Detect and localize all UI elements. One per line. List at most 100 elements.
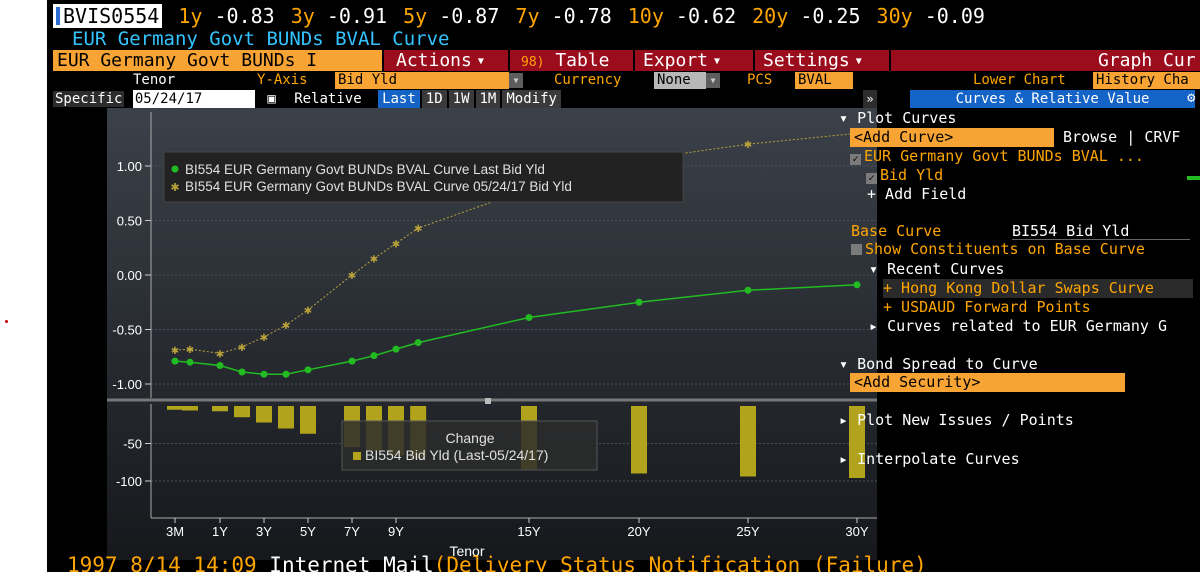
plot-new-issues-section[interactable]: ▸ Plot New Issues / Points <box>839 411 1074 430</box>
ticker-tenor-label[interactable]: 1y <box>178 4 215 28</box>
data-point <box>744 286 752 294</box>
calendar-icon[interactable]: ▣ <box>267 91 276 107</box>
ticker-tenor-label[interactable]: 20y <box>752 4 801 28</box>
yaxis-select[interactable]: Bid Yld ▼ <box>335 72 523 89</box>
bid-yld-field[interactable]: ✓ Bid Yld <box>866 166 943 185</box>
collapse-panel-icon[interactable]: » <box>863 90 877 108</box>
ticker-tenor-label[interactable]: 30y <box>876 4 925 28</box>
range-button-modify[interactable]: Modify <box>502 90 561 108</box>
data-point: ✱ <box>392 239 400 250</box>
y-tick-label: 1.00 <box>117 159 142 174</box>
table-shortcut-number: 98) <box>521 55 545 70</box>
ticker-tenor-label[interactable]: 10y <box>627 4 676 28</box>
collapse-arrow-icon: ▾ <box>869 260 879 278</box>
ticker-tenor-label[interactable]: 7y <box>515 4 552 28</box>
news-source: Internet Mail <box>256 553 434 572</box>
lower-legend-title: Change <box>445 430 494 446</box>
news-headline: (Delivery Status Notification (Failure) <box>433 553 927 572</box>
y-tick-label: -100 <box>116 474 142 489</box>
actions-menu[interactable]: Actions ▼ <box>396 50 484 71</box>
ticker-tenor-label[interactable]: 5y <box>403 4 440 28</box>
page-title: EUR Germany Govt BUNDs BVAL Curve <box>72 28 450 50</box>
graph-curves-menu[interactable]: Graph Cur <box>1098 50 1196 71</box>
series-last-curve <box>171 281 861 378</box>
x-tick-label: 20Y <box>627 524 650 539</box>
data-point <box>238 368 246 376</box>
recent-curves-section[interactable]: ▾ Recent Curves <box>869 260 1004 279</box>
add-field-link[interactable]: + Add Field <box>867 185 967 203</box>
data-point <box>186 358 194 366</box>
data-point <box>853 281 861 289</box>
recent-curve-item[interactable]: + Hong Kong Dollar Swaps Curve <box>883 279 1193 298</box>
recent-curve-item[interactable]: + USDAUD Forward Points <box>883 298 1091 316</box>
specific-date-value: 05/24/17 <box>134 91 203 107</box>
checkbox-checked-icon[interactable]: ✓ <box>866 173 877 184</box>
data-point <box>304 366 312 374</box>
interpolate-section[interactable]: ▸ Interpolate Curves <box>839 450 1020 469</box>
curve-entry[interactable]: ✓ EUR Germany Govt BUNDs BVAL ... <box>850 147 1144 166</box>
specific-label: Specific <box>53 91 125 107</box>
collapse-arrow-icon: ▾ <box>839 355 849 373</box>
table-menu[interactable]: 98) Table <box>521 50 610 71</box>
change-bar <box>740 406 756 477</box>
show-constituents-option[interactable]: Show Constituents on Base Curve <box>851 240 1145 259</box>
currency-select[interactable]: None ▼ <box>654 72 720 89</box>
dropdown-arrow-icon: ▼ <box>509 73 523 88</box>
security-ticker[interactable]: BVIS0554 <box>53 4 163 28</box>
data-point <box>171 357 179 365</box>
gear-icon[interactable]: ⚙ <box>1187 90 1196 106</box>
menu-bar: EUR Germany Govt BUNDs I Actions ▼ 98) Ta… <box>53 50 1200 71</box>
settings-menu[interactable]: Settings ▼ <box>763 50 862 71</box>
menu-divider <box>508 50 510 71</box>
browse-link[interactable]: Browse <box>1063 128 1118 146</box>
caret-down-icon: ▼ <box>855 56 862 67</box>
ticker-tenor-value: -0.62 <box>675 4 737 28</box>
range-button-1w[interactable]: 1W <box>448 90 474 108</box>
lower-legend[interactable]: Change BI554 Bid Yld (Last-05/24/17) <box>341 420 598 471</box>
checkbox-icon[interactable] <box>851 244 862 255</box>
range-button-1m[interactable]: 1M <box>475 90 501 108</box>
main-legend[interactable]: BI554 EUR Germany Govt BUNDs BVAL Curve … <box>163 151 684 203</box>
caret-down-icon: ▼ <box>477 56 484 67</box>
specific-date-input[interactable]: 05/24/17 <box>132 90 255 108</box>
plot-curves-section[interactable]: ▾ Plot Curves <box>839 109 956 128</box>
export-menu[interactable]: Export ▼ <box>643 50 720 71</box>
plot-new-issues-label: Plot New Issues / Points <box>857 411 1074 429</box>
change-bar <box>167 406 183 410</box>
related-curves-label: Curves related to EUR Germany G <box>887 317 1168 335</box>
tenor-list: 1y -0.83 3y -0.91 5y -0.87 7y -0.78 10y -0.6… <box>178 4 1001 28</box>
pcs-value: BVAL <box>795 72 853 89</box>
splitter-handle-icon[interactable] <box>485 398 491 404</box>
base-curve-select[interactable]: BI554 Bid Yld <box>1012 222 1182 241</box>
add-security-input[interactable]: <Add Security> <box>850 373 1125 392</box>
related-curves-section[interactable]: ▸ Curves related to EUR Germany G <box>869 317 1167 336</box>
crvf-link[interactable]: CRVF <box>1144 128 1181 146</box>
range-button-last[interactable]: Last <box>378 90 420 108</box>
range-button-1d[interactable]: 1D <box>421 90 447 108</box>
x-tick-label: 7Y <box>344 524 360 539</box>
x-tick-label: 5Y <box>300 524 316 539</box>
ticker-tenor-label[interactable]: 3y <box>290 4 327 28</box>
xaxis-value[interactable]: Tenor <box>133 72 176 88</box>
security-title-field[interactable]: EUR Germany Govt BUNDs I <box>53 50 382 71</box>
series-color-swatch[interactable] <box>1187 176 1200 180</box>
data-point <box>282 370 290 378</box>
ticker-bar: BVIS0554 1y -0.83 3y -0.91 5y -0.87 7y -0.7… <box>53 3 1001 29</box>
legend-item-last: BI554 EUR Germany Govt BUNDs BVAL Curve … <box>185 162 545 177</box>
lower-chart-select[interactable]: History Cha <box>1093 72 1200 89</box>
data-point: ✱ <box>348 271 356 282</box>
expand-arrow-icon: ▸ <box>839 411 849 429</box>
bond-spread-label: Bond Spread to Curve <box>857 355 1038 373</box>
add-curve-input[interactable]: <Add Curve> <box>850 128 1054 147</box>
bond-spread-section[interactable]: ▾ Bond Spread to Curve <box>839 355 1038 374</box>
pcs-field[interactable]: BVAL <box>795 72 853 89</box>
change-bar <box>300 406 316 434</box>
curves-relative-value-header[interactable]: Curves & Relative Value <box>910 90 1195 108</box>
news-ticker[interactable]: 1997 8/14 14:09 Internet Mail(Delivery S… <box>67 554 927 572</box>
yaxis-value: Bid Yld <box>335 72 509 89</box>
menu-divider <box>382 50 384 71</box>
bid-yld-label: Bid Yld <box>880 166 944 184</box>
checkbox-checked-icon[interactable]: ✓ <box>850 154 861 165</box>
ticker-tenor-value: -0.78 <box>551 4 612 28</box>
menu-divider <box>889 50 891 71</box>
